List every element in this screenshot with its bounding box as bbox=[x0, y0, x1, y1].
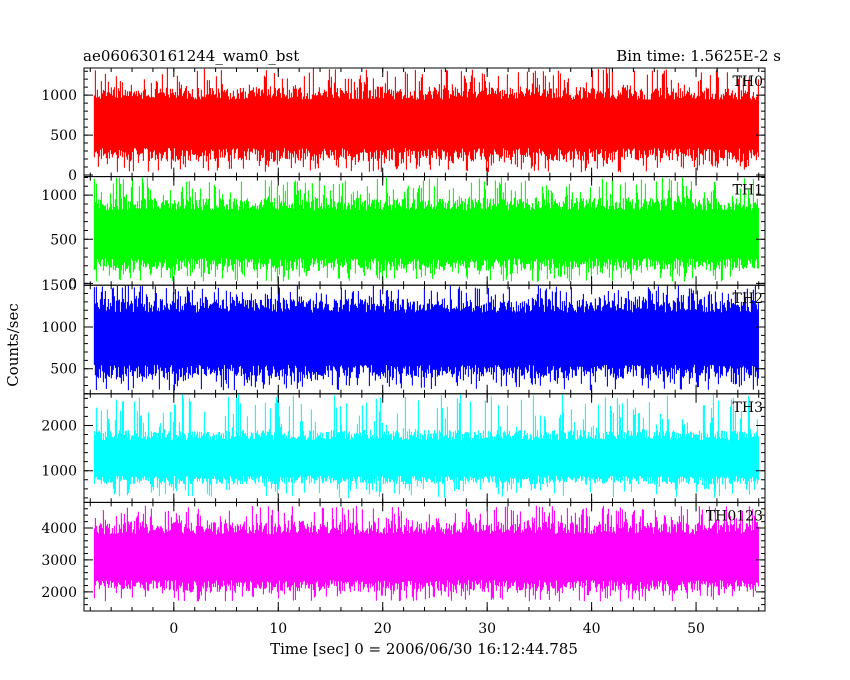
x-tick-label: 50 bbox=[687, 621, 705, 637]
y-tick-label: 0 bbox=[68, 168, 77, 184]
series-th2 bbox=[93, 285, 759, 391]
x-tick-label: 40 bbox=[583, 621, 601, 637]
panel-label-th2: TH2 bbox=[733, 291, 763, 307]
y-tick-label: 4000 bbox=[41, 521, 77, 537]
y-tick-label: 500 bbox=[50, 232, 77, 248]
y-axis-label: Counts/sec bbox=[4, 303, 22, 387]
y-tick-label: 1000 bbox=[41, 188, 77, 204]
y-tick-label: 0 bbox=[68, 276, 77, 292]
y-tick-label: 500 bbox=[50, 362, 77, 378]
y-tick-label: 1000 bbox=[41, 464, 77, 480]
series-th0 bbox=[93, 68, 759, 173]
panel-label-th1: TH1 bbox=[733, 183, 763, 199]
x-tick-label: 0 bbox=[169, 621, 178, 637]
y-tick-label: 3000 bbox=[41, 553, 77, 569]
panel-label-th0: TH0 bbox=[733, 74, 763, 90]
y-tick-label: 1000 bbox=[41, 320, 77, 336]
y-tick-label: 1500 bbox=[41, 278, 77, 294]
x-tick-label: 10 bbox=[269, 621, 287, 637]
y-tick-label: 2000 bbox=[41, 418, 77, 434]
y-tick-label: 500 bbox=[50, 128, 77, 144]
chart-title: ae060630161244_wam0_bst bbox=[83, 47, 299, 65]
series-th3 bbox=[93, 394, 759, 498]
y-tick-label: 1000 bbox=[41, 88, 77, 104]
bin-time-label: Bin time: 1.5625E-2 s bbox=[616, 47, 781, 65]
x-axis-label: Time [sec] 0 = 2006/06/30 16:12:44.785 bbox=[270, 640, 578, 658]
panel-label-th0123: TH0123 bbox=[706, 508, 763, 524]
series-th0123 bbox=[93, 505, 759, 602]
panel-label-th3: TH3 bbox=[733, 400, 763, 416]
y-tick-label: 2000 bbox=[41, 585, 77, 601]
minor-ticks-th3 bbox=[84, 393, 765, 503]
series-th1 bbox=[93, 177, 759, 282]
x-tick-label: 30 bbox=[478, 621, 496, 637]
x-tick-label: 20 bbox=[374, 621, 392, 637]
